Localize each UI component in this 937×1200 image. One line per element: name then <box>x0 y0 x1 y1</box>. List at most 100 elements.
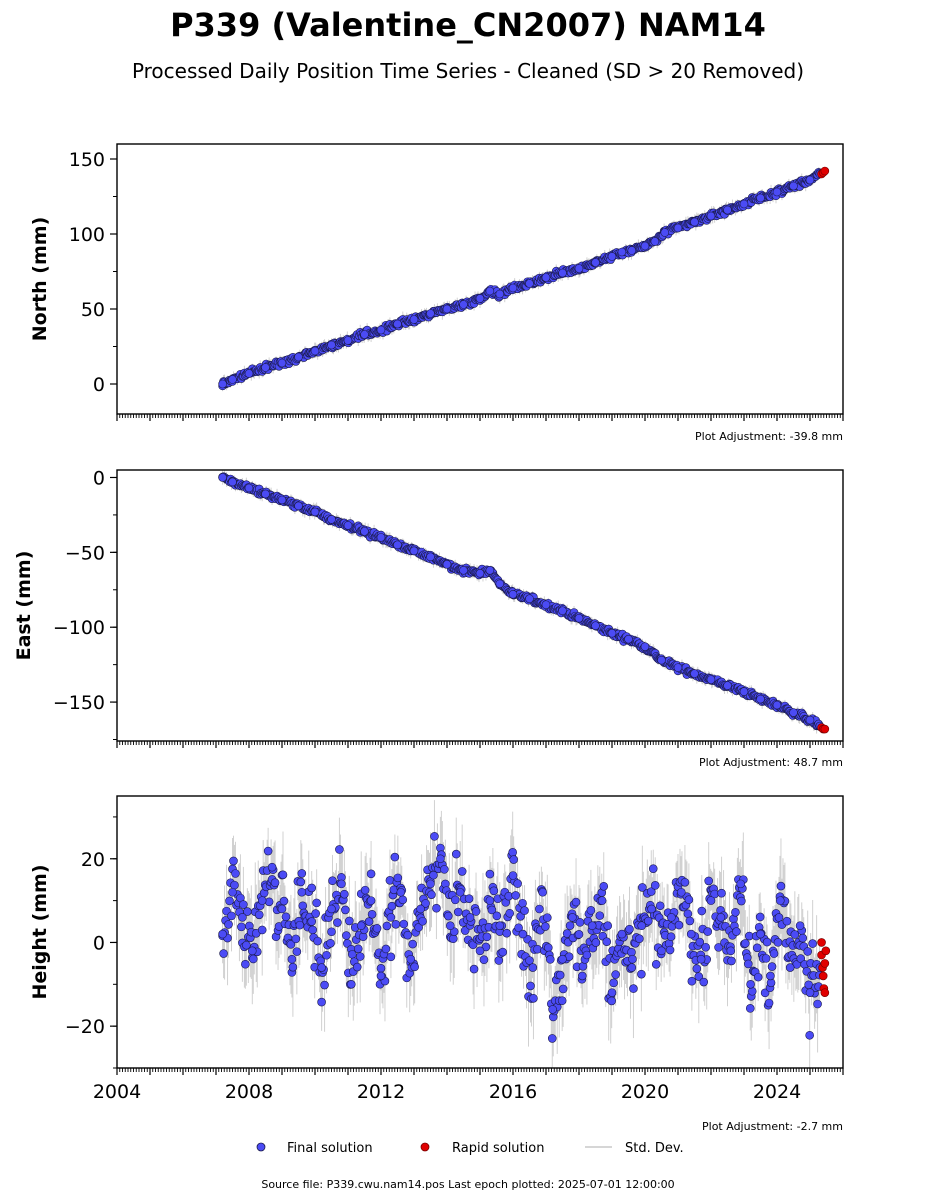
east-final-point <box>805 715 815 725</box>
height-final-point <box>785 963 795 972</box>
east-plot-area <box>218 470 830 734</box>
height-final-point <box>396 887 406 897</box>
height-final-point <box>607 988 617 997</box>
east-final-point <box>409 546 419 556</box>
east-final-point <box>525 594 534 604</box>
height-final-point <box>248 946 257 956</box>
height-final-point <box>327 904 336 914</box>
east-ylabel: East (mm) <box>13 551 35 661</box>
height-final-point <box>577 971 587 981</box>
height-final-point <box>495 921 505 931</box>
height-final-point <box>426 879 435 889</box>
legend-final-marker <box>256 1142 266 1152</box>
height-rapid-point <box>821 946 831 956</box>
north-final-point <box>756 193 765 203</box>
height-final-point <box>568 913 577 922</box>
north-final-point <box>660 228 670 237</box>
height-final-point <box>356 921 366 931</box>
north-final-point <box>228 375 237 384</box>
legend-rapid-label: Rapid solution <box>452 1141 544 1156</box>
height-final-point <box>597 896 607 905</box>
east-final-point <box>723 681 732 690</box>
height-final-point <box>726 946 736 956</box>
east-final-point <box>673 663 683 672</box>
north-final-point <box>360 330 369 339</box>
height-final-point <box>667 913 676 922</box>
north-final-point <box>442 304 452 314</box>
east-axes-frame <box>116 469 844 742</box>
north-final-point <box>244 369 254 378</box>
height-plot-area <box>218 800 831 1068</box>
legend-stddev-label: Std. Dev. <box>625 1141 684 1156</box>
height-final-point <box>228 887 237 897</box>
north-final-point <box>261 363 270 372</box>
east-final-point <box>442 560 452 569</box>
east-final-point <box>376 533 386 542</box>
north-ylabel: North (mm) <box>29 217 51 342</box>
east-final-point <box>294 501 303 511</box>
height-final-point <box>257 896 267 905</box>
east-final-point <box>640 642 650 651</box>
east-final-point <box>591 621 600 631</box>
north-axes-frame <box>116 143 844 415</box>
north-final-point <box>508 283 518 293</box>
north-ytick-label: 150 <box>69 149 105 171</box>
legend-final-label: Final solution <box>287 1141 373 1156</box>
north-final-point <box>343 336 353 345</box>
east-panel: 0 −50 −100 −150 East (mm) Plot Adjustment: 48… <box>13 467 844 769</box>
height-final-point <box>287 954 297 964</box>
height-final-point <box>736 879 746 889</box>
east-final-points <box>218 472 825 731</box>
east-final-point <box>228 477 237 487</box>
east-final-point <box>789 708 798 717</box>
height-final-point <box>416 904 425 914</box>
height-final-point <box>238 913 247 922</box>
east-final-point <box>624 634 633 644</box>
height-final-point <box>317 963 326 972</box>
height-final-point <box>267 862 277 872</box>
east-ytick-label: −50 <box>65 542 105 564</box>
height-final-point <box>297 887 307 897</box>
height-final-point <box>657 946 666 956</box>
height-final-point <box>746 980 755 989</box>
north-final-point <box>376 325 386 335</box>
north-final-point <box>426 309 435 318</box>
height-final-point <box>538 887 548 897</box>
east-final-point <box>459 566 468 575</box>
height-final-point <box>696 954 706 964</box>
height-final-point <box>766 971 775 981</box>
height-final-point <box>366 896 376 905</box>
north-final-point <box>690 217 699 227</box>
height-final-point <box>518 929 528 939</box>
north-rapid-points <box>817 166 830 179</box>
north-final-point <box>310 346 320 356</box>
north-final-point <box>617 247 627 257</box>
height-rapid-points <box>817 938 831 997</box>
height-plot-adjustment: Plot Adjustment: -2.7 mm <box>702 1120 843 1133</box>
height-final-points <box>218 832 825 1043</box>
east-final-point <box>475 569 485 578</box>
height-final-point <box>277 904 287 914</box>
height-final-point <box>376 971 386 981</box>
height-final-point <box>465 913 475 922</box>
north-final-point <box>591 258 600 267</box>
east-final-point <box>393 540 402 550</box>
north-final-point <box>459 300 468 309</box>
north-final-point <box>607 252 617 261</box>
height-xtick-label: 2020 <box>621 1081 669 1103</box>
north-final-point <box>277 358 287 368</box>
height-final-point <box>386 913 396 922</box>
height-final-point <box>686 929 696 939</box>
north-final-point <box>772 187 782 197</box>
north-final-point <box>574 264 584 273</box>
east-final-point <box>541 600 551 610</box>
height-final-point <box>445 921 455 931</box>
north-final-point <box>650 237 660 246</box>
north-panel: 0 50 100 150 North (mm) Plot Adjustment: -39.… <box>29 143 844 443</box>
height-final-point <box>647 904 656 914</box>
north-final-point <box>558 268 567 278</box>
height-ytick-label: 0 <box>93 932 105 954</box>
height-xtick-label: 2024 <box>753 1081 801 1103</box>
height-ytick-label: 20 <box>81 849 105 871</box>
